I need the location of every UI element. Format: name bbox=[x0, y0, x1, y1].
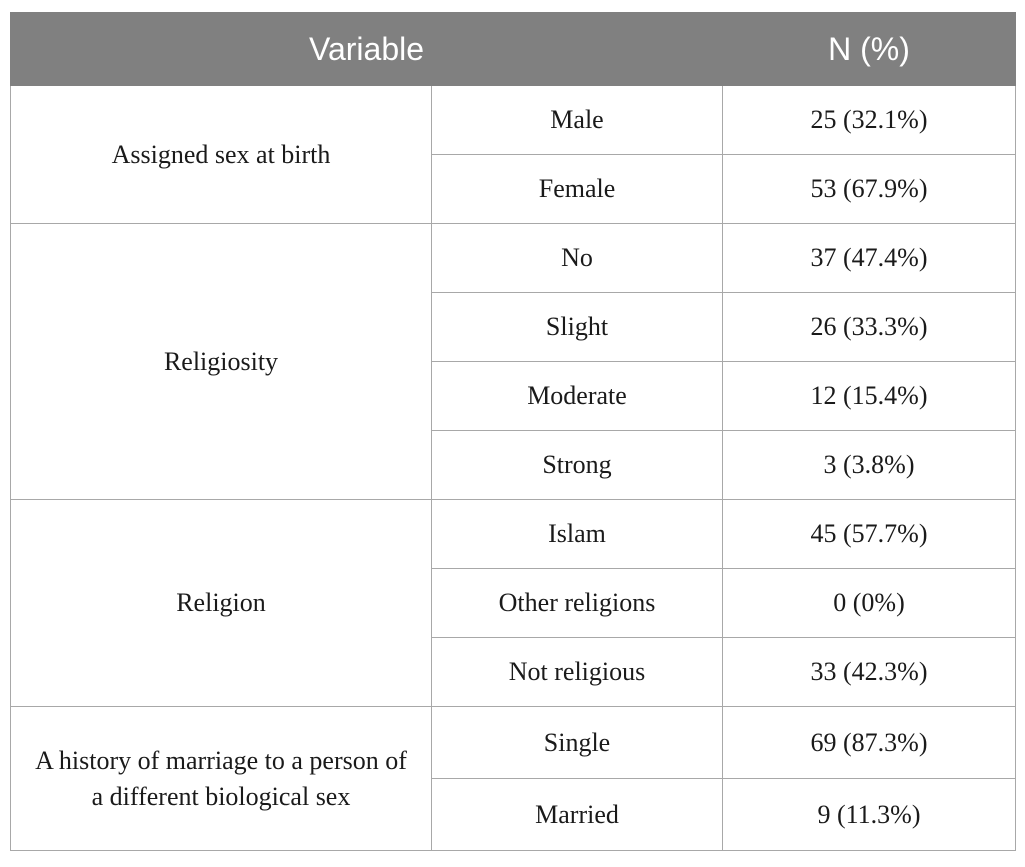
level-cell: Male bbox=[431, 85, 723, 155]
table-row: Assigned sex at birth Male 25 (32.1%) bbox=[10, 85, 1016, 224]
level-cell: Other religions bbox=[431, 568, 723, 638]
variable-cell: Religiosity bbox=[10, 223, 432, 500]
table-header: Variable N (%) bbox=[10, 12, 1016, 86]
value-cell: 53 (67.9%) bbox=[722, 154, 1016, 224]
level-cell: Female bbox=[431, 154, 723, 224]
level-cell: No bbox=[431, 223, 723, 293]
variable-cell: Assigned sex at birth bbox=[10, 85, 432, 224]
table-row: Not religious 33 (42.3%) bbox=[11, 637, 1016, 707]
level-cell: Married bbox=[431, 778, 723, 851]
table-row: A history of marriage to a person of a d… bbox=[10, 706, 1016, 851]
value-cell: 12 (15.4%) bbox=[722, 361, 1016, 431]
value-cell: 45 (57.7%) bbox=[722, 499, 1016, 569]
variable-column-header: Variable bbox=[10, 12, 723, 86]
level-cell: Islam bbox=[431, 499, 723, 569]
value-cell: 25 (32.1%) bbox=[722, 85, 1016, 155]
value-cell: 0 (0%) bbox=[722, 568, 1016, 638]
variable-cell: A history of marriage to a person of a d… bbox=[10, 706, 432, 851]
value-cell: 26 (33.3%) bbox=[722, 292, 1016, 362]
level-cell: Strong bbox=[431, 430, 723, 500]
table-row: Female 53 (67.9%) bbox=[11, 154, 1016, 224]
table-row: Married 9 (11.3%) bbox=[11, 778, 1016, 851]
level-cell: Single bbox=[431, 706, 723, 779]
value-cell: 69 (87.3%) bbox=[722, 706, 1016, 779]
value-cell: 33 (42.3%) bbox=[722, 637, 1016, 707]
level-cell: Slight bbox=[431, 292, 723, 362]
table-row: Moderate 12 (15.4%) bbox=[11, 361, 1016, 431]
demographics-table: Variable N (%) Assigned sex at birth Mal… bbox=[10, 12, 1016, 851]
level-cell: Not religious bbox=[431, 637, 723, 707]
variable-cell: Religion bbox=[10, 499, 432, 707]
value-cell: 3 (3.8%) bbox=[722, 430, 1016, 500]
n-percent-column-header: N (%) bbox=[722, 12, 1016, 86]
table-row: Other religions 0 (0%) bbox=[11, 568, 1016, 638]
value-cell: 9 (11.3%) bbox=[722, 778, 1016, 851]
table-row: Religiosity No 37 (47.4%) bbox=[10, 223, 1016, 500]
value-cell: 37 (47.4%) bbox=[722, 223, 1016, 293]
level-cell: Moderate bbox=[431, 361, 723, 431]
table-row: Religion Islam 45 (57.7%) bbox=[10, 499, 1016, 707]
table-body: Assigned sex at birth Male 25 (32.1%) Fe… bbox=[10, 85, 1016, 851]
header-row: Variable N (%) bbox=[10, 12, 1016, 86]
